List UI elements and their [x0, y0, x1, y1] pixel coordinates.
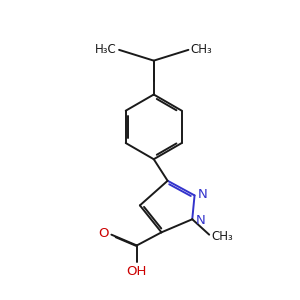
Text: CH₃: CH₃ [212, 230, 233, 243]
Text: O: O [98, 226, 108, 240]
Text: CH₃: CH₃ [191, 44, 212, 56]
Text: H₃C: H₃C [95, 44, 117, 56]
Text: OH: OH [127, 266, 147, 278]
Text: N: N [195, 214, 205, 226]
Text: N: N [198, 188, 207, 201]
